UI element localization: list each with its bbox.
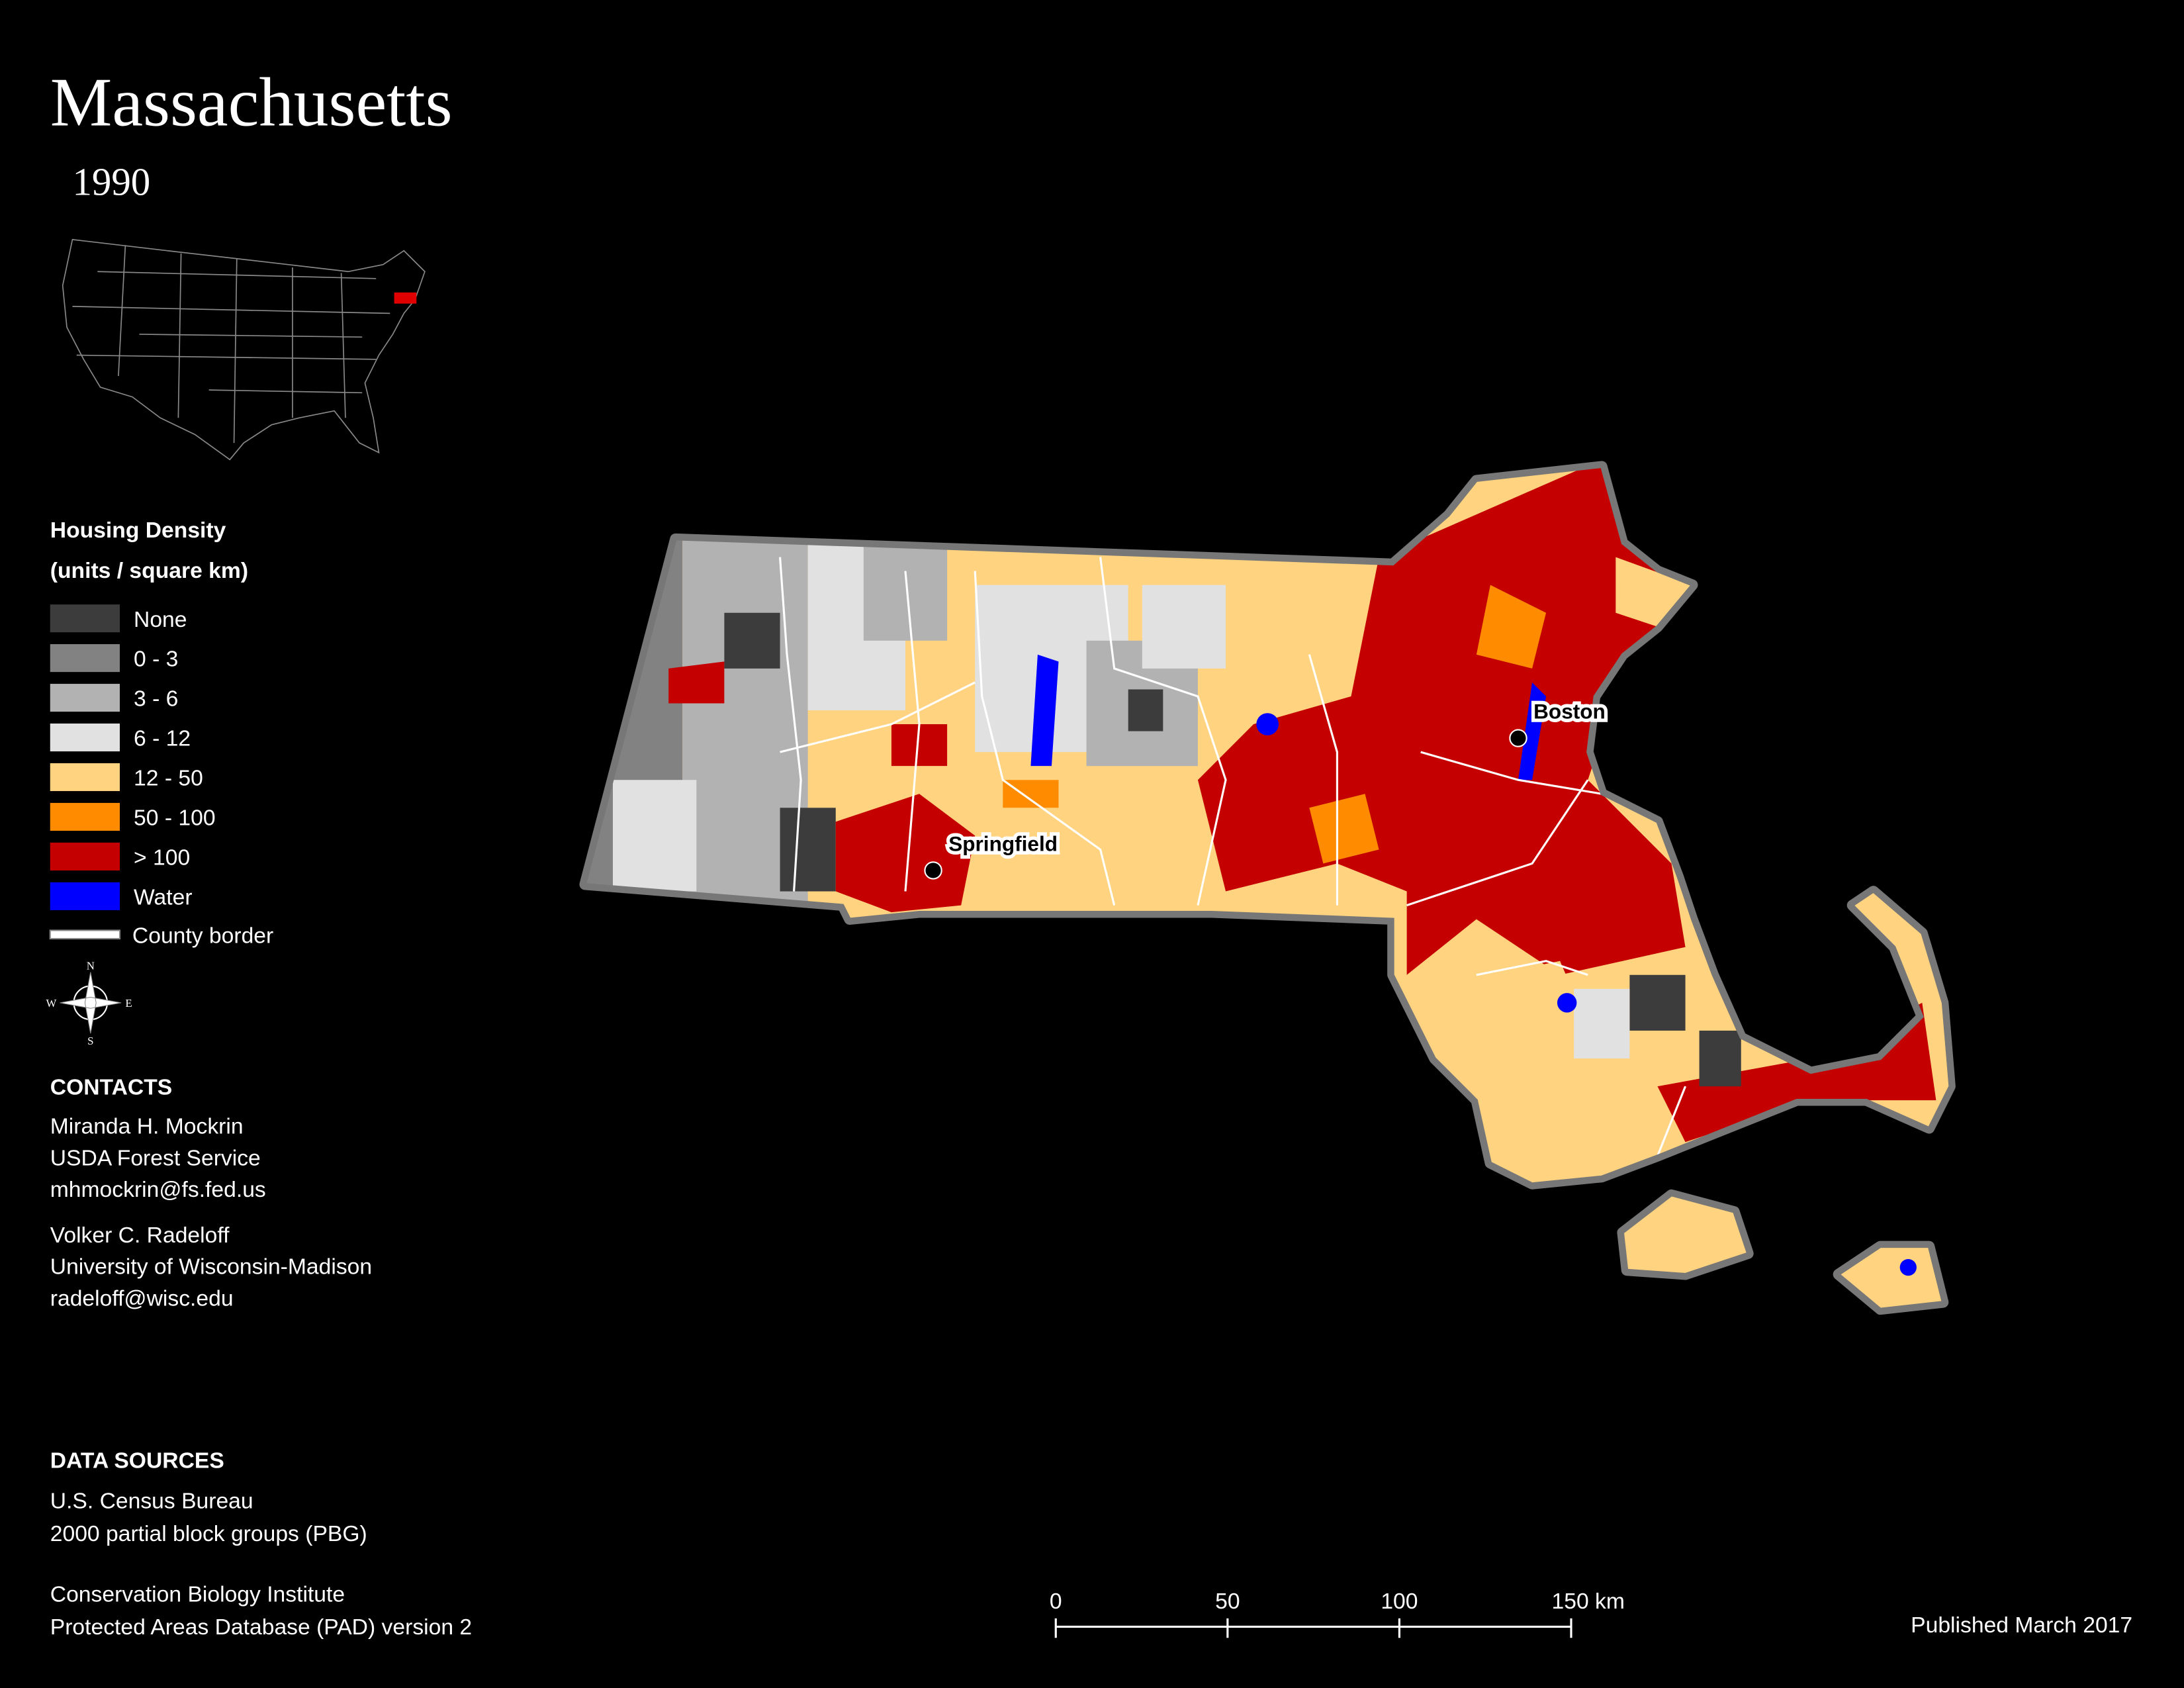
city-boston: Boston <box>1509 696 1609 747</box>
contact-line: University of Wisconsin-Madison <box>50 1255 372 1280</box>
density-region <box>863 543 948 641</box>
density-region <box>1671 1211 1741 1261</box>
contacts-heading: CONTACTS <box>50 1076 172 1100</box>
legend-label: 3 - 6 <box>134 687 178 712</box>
legend-label: 0 - 3 <box>134 647 178 672</box>
scale-label: 100 <box>1381 1589 1418 1614</box>
contact-line: mhmockrin@fs.fed.us <box>50 1178 266 1202</box>
published: Published March 2017 <box>1911 1613 2132 1638</box>
subtitle: 1990 <box>72 161 150 204</box>
us-inset <box>62 238 426 461</box>
legend-label: > 100 <box>134 846 190 870</box>
legend-label: Water <box>134 886 193 910</box>
compass-w: W <box>46 997 56 1009</box>
scale-label: 150 km <box>1552 1589 1625 1614</box>
scale-label: 50 <box>1215 1589 1240 1614</box>
compass: N E S W <box>46 959 132 1047</box>
source-line: 2000 partial block groups (PBG) <box>50 1522 367 1546</box>
legend-label: None <box>134 608 187 632</box>
density-region <box>780 808 836 892</box>
legend: None 0 - 3 3 - 6 6 - 12 12 - 50 50 - 100 > 100… <box>50 604 216 910</box>
legend-swatch <box>50 684 120 712</box>
legend-label: 6 - 12 <box>134 727 191 751</box>
legend-swatch <box>50 802 120 831</box>
compass-n: N <box>87 959 95 972</box>
legend-title: Housing Density <box>50 518 226 543</box>
legend-swatch <box>50 604 120 633</box>
source-line: U.S. Census Bureau <box>50 1489 253 1514</box>
legend-swatch <box>50 724 120 752</box>
density-region <box>1699 1030 1741 1087</box>
scale-bar: 0 50 100 150 km <box>1050 1589 1625 1638</box>
density-region <box>835 794 976 913</box>
city-label: Springfield <box>948 832 1058 856</box>
density-region <box>668 661 725 704</box>
legend-label: County border <box>132 923 273 948</box>
density-region <box>1476 585 1547 669</box>
contact-line: USDA Forest Service <box>50 1146 261 1170</box>
legend-swatch <box>50 882 120 910</box>
data-sources: U.S. Census Bureau 2000 partial block gro… <box>50 1489 472 1640</box>
density-region <box>1557 993 1577 1013</box>
contact-line: Miranda H. Mockrin <box>50 1115 244 1139</box>
density-region <box>891 724 948 767</box>
density-region <box>1256 713 1279 735</box>
contact-line: radeloff@wisc.edu <box>50 1286 234 1311</box>
compass-e: E <box>125 997 132 1009</box>
density-region <box>1128 689 1163 731</box>
legend-label: 50 - 100 <box>134 806 216 831</box>
legend-swatch <box>50 763 120 792</box>
city-springfield: Springfield <box>924 828 1061 880</box>
density-region <box>1615 557 1693 627</box>
source-line: Protected Areas Database (PAD) version 2 <box>50 1615 472 1640</box>
density-region <box>1518 682 1547 780</box>
density-region <box>613 780 697 892</box>
legend-label: 12 - 50 <box>134 767 203 791</box>
density-region <box>724 612 780 669</box>
compass-s: S <box>87 1035 93 1047</box>
density-region <box>1574 988 1630 1059</box>
density-region <box>1309 794 1379 864</box>
density-region <box>1030 654 1059 767</box>
title: Massachusetts <box>50 63 453 140</box>
city-label: Boston <box>1533 700 1606 724</box>
legend-swatch <box>50 842 120 870</box>
contacts: Miranda H. Mockrin USDA Forest Service mhm… <box>50 1115 372 1311</box>
source-line: Conservation Biology Institute <box>50 1583 345 1607</box>
state-map <box>557 445 1978 1337</box>
legend-swatch <box>50 644 120 673</box>
legend-subtitle: (units / square km) <box>50 559 248 583</box>
density-region <box>1003 780 1059 808</box>
scale-label: 0 <box>1050 1589 1062 1614</box>
density-region <box>1899 1258 1917 1276</box>
contact-line: Volker C. Radeloff <box>50 1223 230 1248</box>
density-region <box>1629 974 1686 1031</box>
sources-heading: DATA SOURCES <box>50 1449 224 1474</box>
county-border-swatch <box>49 929 121 940</box>
density-region <box>1142 585 1226 669</box>
